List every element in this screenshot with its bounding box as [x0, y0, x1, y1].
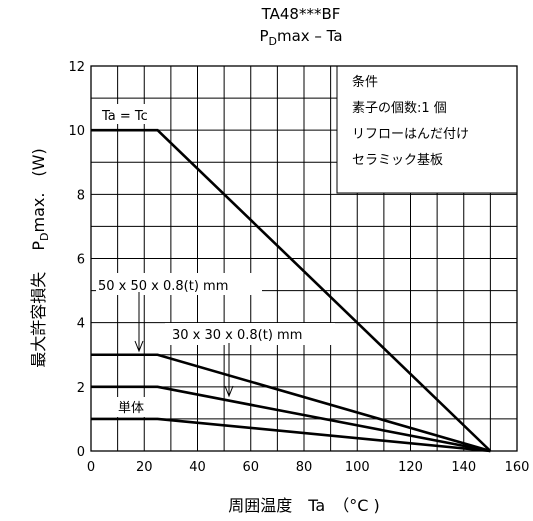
x-tick-label: 120 [398, 460, 423, 475]
y-tick-label: 4 [77, 317, 85, 332]
label-50x50: 50 x 50 x 0.8(t) mm [98, 279, 228, 294]
x-tick-label: 60 [242, 460, 259, 475]
arrow-30x30 [224, 343, 234, 398]
y-tick-label: 10 [68, 124, 85, 139]
y-tick-labels: 0 2 4 6 8 10 12 [68, 60, 85, 460]
x-axis-label: 周囲温度 Ta （°C ) [228, 496, 379, 515]
label-ta-tc: Ta = Tc [101, 109, 148, 124]
series-line-3 [91, 385, 491, 453]
x-tick-label: 140 [451, 460, 476, 475]
y-tick-label: 0 [77, 445, 85, 460]
conditions-line-2: 素子の個数:1 個 [352, 101, 447, 116]
x-tick-label: 160 [505, 460, 530, 475]
y-axis-label: 最大許容損失 PDmax. (W) [29, 148, 51, 368]
chart-subtitle: PDmax – Ta [259, 27, 342, 48]
y-tick-label: 2 [77, 381, 85, 396]
x-tick-label: 100 [345, 460, 370, 475]
chart-title: TA48***BF [261, 5, 341, 23]
plot-frame [90, 65, 518, 452]
y-tick-label: 12 [68, 60, 85, 75]
series-line-4 [91, 417, 491, 453]
y-tick-label: 6 [77, 253, 85, 268]
conditions-line-1: 条件 [352, 74, 378, 90]
x-tick-label: 20 [136, 460, 153, 475]
label-30x30: 30 x 30 x 0.8(t) mm [172, 328, 302, 343]
conditions-line-4: セラミック基板 [352, 153, 443, 168]
series-line-1 [91, 128, 492, 452]
label-single: 単体 [118, 400, 144, 416]
conditions-line-3: リフローはんだ付け [352, 127, 469, 142]
x-tick-label: 0 [87, 460, 95, 475]
y-tick-label: 8 [77, 188, 85, 203]
x-tick-label: 80 [296, 460, 313, 475]
series-line-2 [91, 353, 491, 453]
x-tick-labels: 0 20 40 60 80 100 120 140 160 [87, 460, 530, 475]
arrow-50x50 [134, 292, 144, 353]
series-lines [91, 128, 492, 453]
x-tick-label: 40 [189, 460, 206, 475]
conditions-box [336, 65, 518, 194]
